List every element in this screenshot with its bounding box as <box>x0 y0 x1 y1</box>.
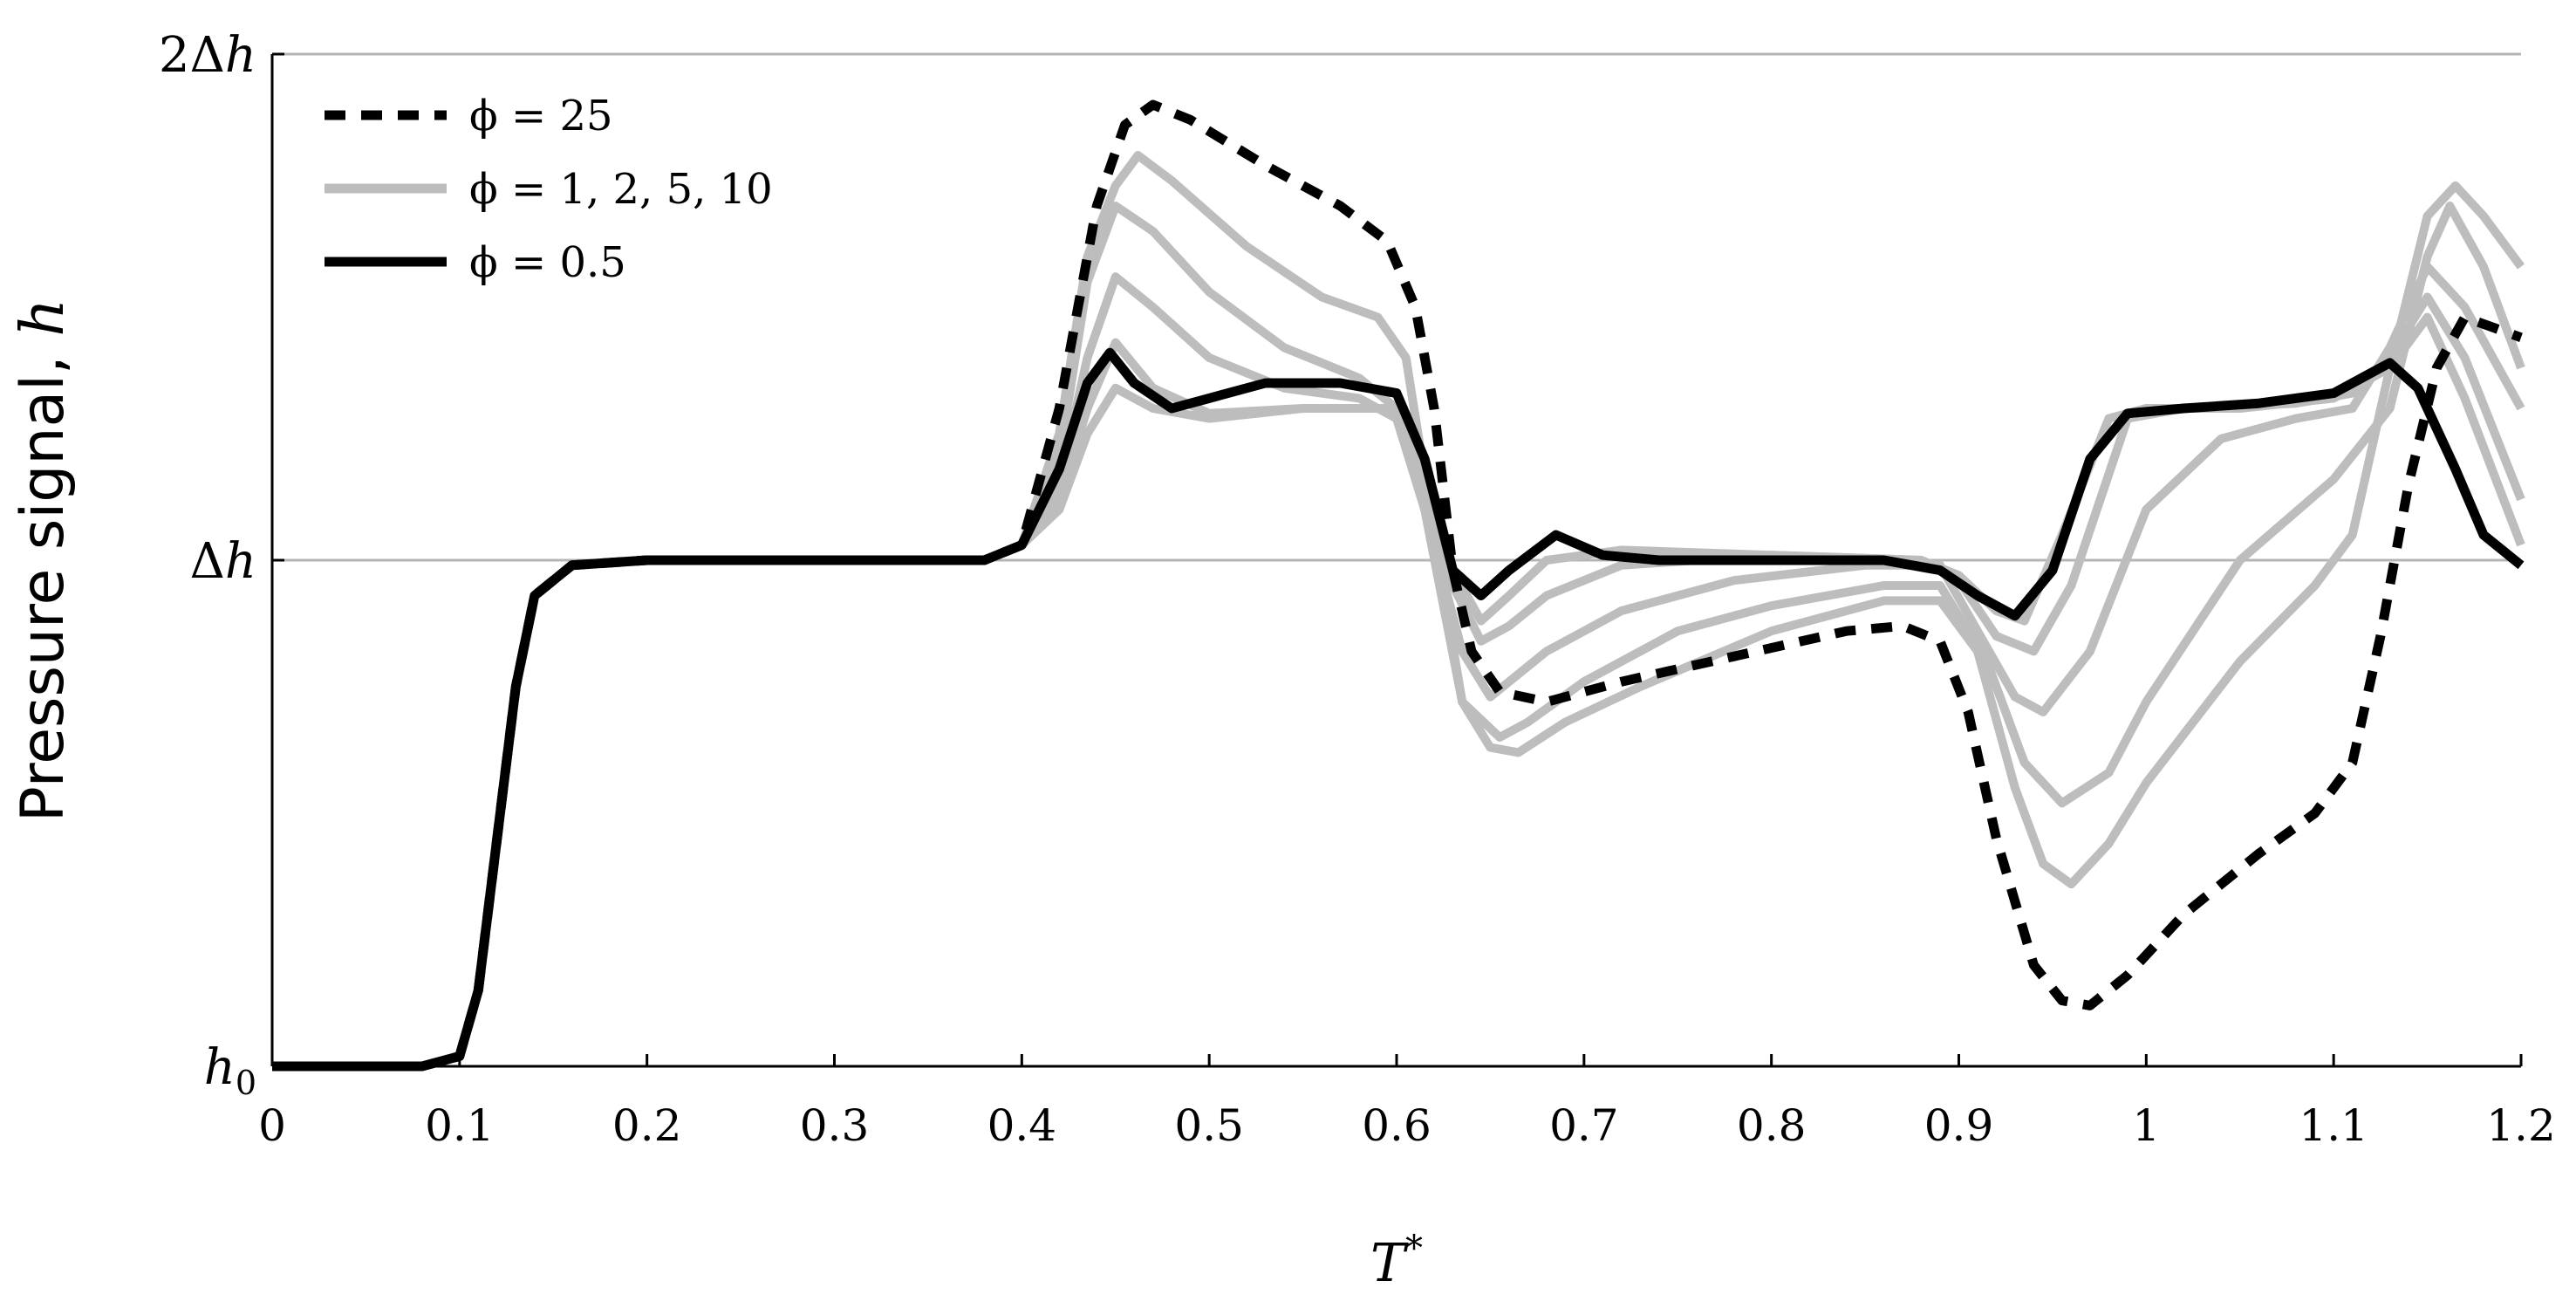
legend-label: ϕ = 25 <box>469 92 613 140</box>
x-tick-label: 0.6 <box>1362 1100 1431 1151</box>
x-tick-label: 1 <box>2132 1100 2160 1151</box>
x-tick-label: 0.4 <box>987 1100 1057 1151</box>
x-tick-label: 1.1 <box>2299 1100 2368 1151</box>
x-tick-label: 0.2 <box>612 1100 682 1151</box>
x-ticks: 0 0.1 0.2 0.3 0.4 0.5 0.6 0.7 0.8 0.9 1 1.1 1.2 <box>258 1054 2556 1151</box>
series-line <box>272 347 2525 1072</box>
legend: ϕ = 25 ϕ = 1, 2, 5, 10 ϕ = 0.5 <box>325 92 773 287</box>
series-line <box>272 262 2525 1071</box>
x-tick-label: 1.2 <box>2486 1100 2556 1151</box>
y-tick-label: Δh <box>189 533 256 590</box>
y-axis-label: Pressure signal, h <box>9 298 78 822</box>
x-tick-label: 0.7 <box>1549 1100 1619 1151</box>
x-tick-label: 0.1 <box>425 1100 495 1151</box>
x-tick-label: 0.9 <box>1924 1100 1994 1151</box>
y-tick-label: h0 <box>204 1039 256 1102</box>
plot-area <box>272 99 2525 1072</box>
x-tick-label: 0.5 <box>1174 1100 1244 1151</box>
x-axis-label: T* <box>1370 1229 1423 1294</box>
x-tick-label: 0.3 <box>800 1100 870 1151</box>
y-ticks: h0 Δh 2Δh <box>159 27 284 1102</box>
legend-label: ϕ = 0.5 <box>469 238 626 287</box>
series-line <box>272 151 2525 1071</box>
legend-label: ϕ = 1, 2, 5, 10 <box>469 165 773 214</box>
x-tick-label: 0.8 <box>1737 1100 1807 1151</box>
x-tick-label: 0 <box>258 1100 286 1151</box>
series-line <box>272 202 2525 1071</box>
y-tick-label: 2Δh <box>159 27 256 84</box>
